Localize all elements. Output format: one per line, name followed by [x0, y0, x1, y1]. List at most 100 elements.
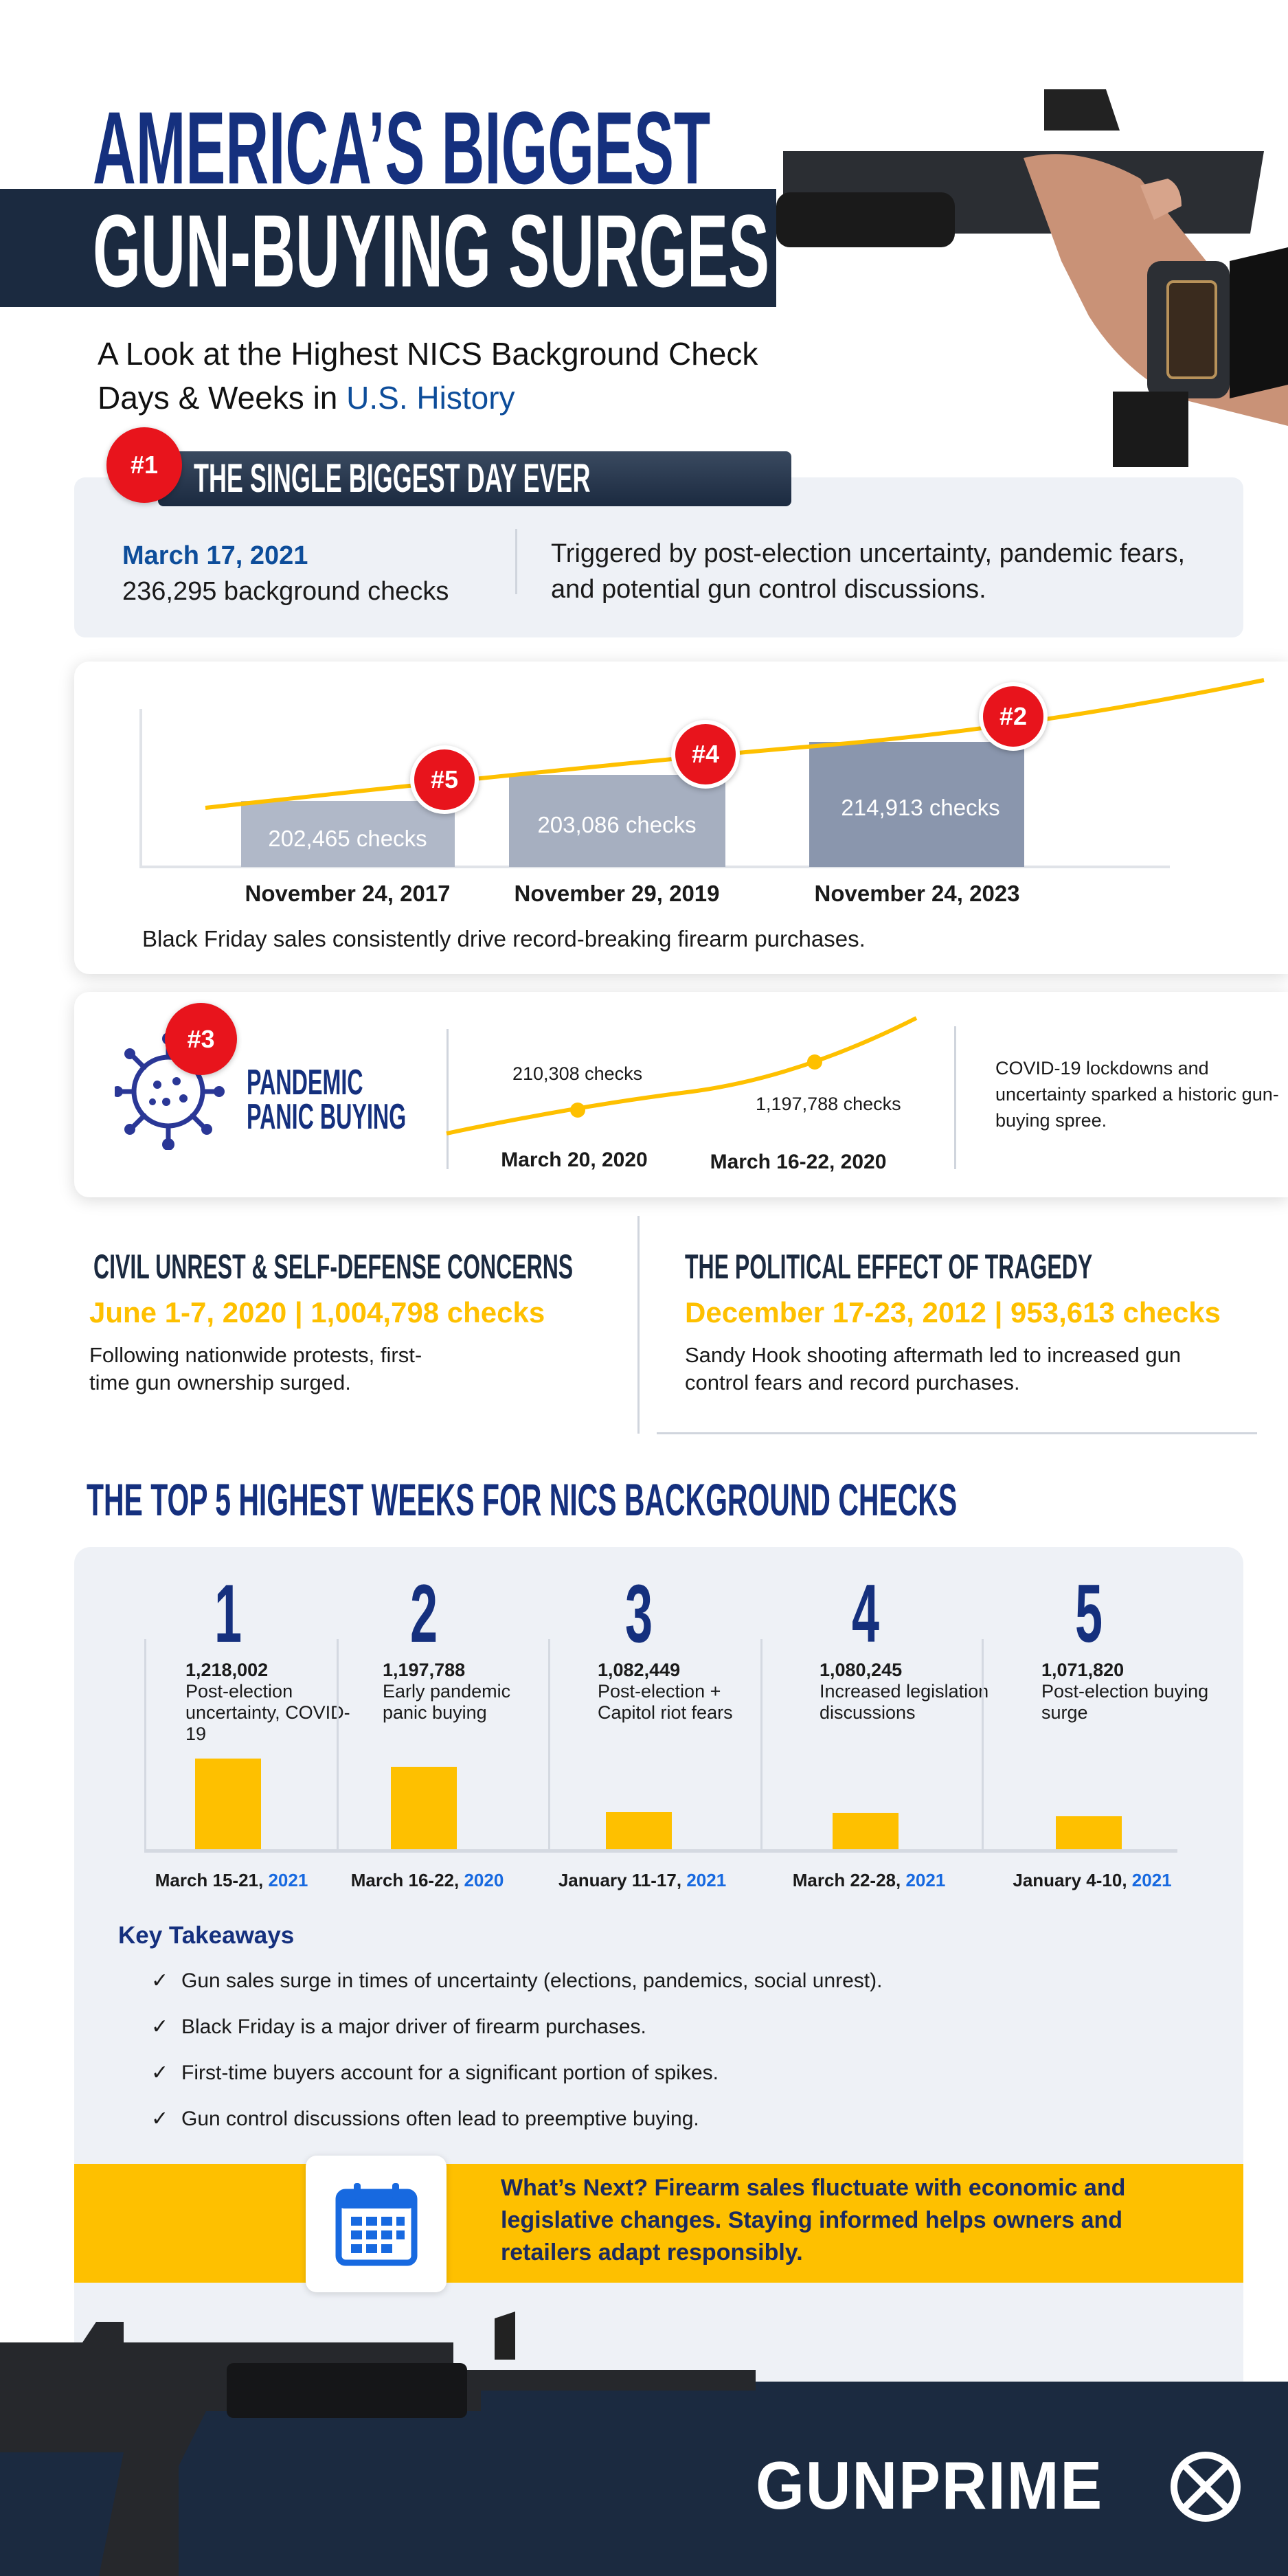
column-divider	[982, 1639, 984, 1851]
whats-next-line3: retailers adapt responsibly.	[501, 2239, 803, 2266]
week-info: 1,082,449 Post-election + Capitol riot fe…	[598, 1660, 769, 1724]
week-date: March 16-22, 2020	[351, 1870, 504, 1891]
rank-badge-4: #4	[671, 720, 740, 789]
divider	[515, 529, 517, 594]
tragedy-stat: December 17-23, 2012 | 953,613 checks	[685, 1296, 1221, 1329]
week-date-text: March 16-22,	[350, 1870, 464, 1890]
civil-unrest-desc2: time gun ownership surged.	[89, 1370, 351, 1394]
week-value: 1,082,449	[598, 1660, 681, 1680]
calendar-icon	[335, 2183, 418, 2266]
check-icon: ✓	[151, 2061, 169, 2084]
rank-number: 1	[214, 1568, 242, 1660]
bar-week-2	[391, 1767, 457, 1851]
subtitle-highlight: U.S. History	[346, 380, 515, 416]
bar-2019	[509, 775, 725, 867]
takeaway-item: ✓ First-time buyers account for a signifi…	[151, 2061, 719, 2085]
week-year: 2021	[905, 1870, 946, 1890]
takeaway-item: ✓ Gun control discussions often lead to p…	[151, 2107, 699, 2131]
takeaway-text: Black Friday is a major driver of firear…	[181, 2015, 646, 2038]
week-date: January 11-17, 2021	[558, 1870, 726, 1891]
week-year: 2021	[1131, 1870, 1172, 1890]
rank-badge-1: #1	[106, 427, 182, 503]
footer-logo: GUNPRIME	[756, 2448, 1104, 2523]
bar-date: November 24, 2023	[814, 881, 1020, 906]
divider	[954, 1026, 956, 1169]
takeaway-item: ✓ Black Friday is a major driver of firea…	[151, 2015, 646, 2039]
week-date: January 4-10, 2021	[1013, 1870, 1171, 1891]
week-date-text: March 15-21,	[155, 1870, 269, 1890]
column-divider	[337, 1639, 339, 1851]
footer	[0, 2382, 1288, 2576]
rifle-image	[0, 2312, 756, 2576]
subtitle-prefix: Days & Weeks in	[98, 380, 347, 416]
top5-title: THE TOP 5 HIGHEST WEEKS FOR NICS BACKGRO…	[87, 1474, 958, 1525]
biggest-day-date: March 17, 2021	[122, 541, 308, 570]
pandemic-description: COVID-19 lockdowns and uncertainty spark…	[995, 1058, 1279, 1131]
bar-2023	[809, 742, 1024, 867]
check-icon: ✓	[151, 2015, 169, 2038]
bar-week-3	[606, 1812, 672, 1851]
week-date: March 15-21, 2021	[155, 1870, 308, 1891]
subtitle-line2: Days & Weeks in U.S. History	[98, 379, 515, 416]
column-divider	[144, 1639, 146, 1851]
biggest-day-checks: 236,295 background checks	[122, 577, 449, 606]
point-march-20	[570, 1103, 585, 1118]
bar-week-5	[1056, 1816, 1122, 1851]
column-divider	[548, 1639, 550, 1851]
whats-next-line2: legislative changes. Staying informed he…	[501, 2207, 1123, 2233]
takeaway-text: Gun sales surge in times of uncertainty …	[181, 1969, 883, 1992]
week-date-text: January 11-17,	[558, 1870, 687, 1890]
whats-next-line1: What’s Next? Firearm sales fluctuate wit…	[501, 2175, 1126, 2201]
bar-date: November 29, 2019	[514, 881, 720, 906]
point1-date: March 20, 2020	[501, 1149, 648, 1171]
title-band	[0, 189, 776, 307]
week-info: 1,071,820 Post-election buying surge	[1041, 1660, 1213, 1724]
pandemic-trend-line	[446, 1016, 918, 1136]
week-value: 1,197,788	[383, 1660, 466, 1680]
week-reason: Post-election buying surge	[1041, 1681, 1209, 1723]
rank-badge-5: #5	[410, 745, 479, 814]
pistol-hand-image	[776, 89, 1288, 467]
rank-number: 3	[624, 1568, 653, 1660]
check-icon: ✓	[151, 2108, 169, 2130]
week-info: 1,218,002 Post-election uncertainty, COVI…	[185, 1660, 357, 1745]
point-march-16-22	[807, 1054, 822, 1070]
takeaway-item: ✓ Gun sales surge in times of uncertainty…	[151, 1969, 882, 1993]
pandemic-title-line2: PANIC BUYING	[247, 1097, 407, 1137]
bar-label: 203,086 checks	[537, 812, 697, 837]
week-date: March 22-28, 2021	[793, 1870, 946, 1891]
bar-week-4	[833, 1813, 899, 1851]
week-reason: Early pandemic panic buying	[383, 1681, 511, 1723]
biggest-day-title: THE SINGLE BIGGEST DAY EVER	[194, 456, 591, 501]
column-divider	[760, 1639, 762, 1851]
biggest-day-description: Triggered by post-election uncertainty, …	[551, 539, 1186, 604]
tragedy-desc2: control fears and record purchases.	[685, 1370, 1020, 1394]
takeaway-text: First-time buyers account for a signific…	[181, 2061, 719, 2084]
takeaways-title: Key Takeaways	[118, 1922, 295, 1949]
week-year: 2020	[464, 1870, 504, 1890]
week-value: 1,080,245	[820, 1660, 903, 1680]
week-year: 2021	[268, 1870, 308, 1890]
whats-next-band	[74, 2164, 1243, 2283]
rank-number: 2	[409, 1568, 438, 1660]
week-value: 1,218,002	[185, 1660, 269, 1680]
bar-date: November 24, 2017	[245, 881, 451, 906]
point1-label: 210,308 checks	[512, 1063, 643, 1084]
week-info: 1,080,245 Increased legislation discussio…	[820, 1660, 991, 1724]
bar-label: 202,465 checks	[268, 826, 427, 851]
week-date-text: January 4-10,	[1013, 1870, 1132, 1890]
week-year: 2021	[686, 1870, 727, 1890]
takeaway-text: Gun control discussions often lead to pr…	[181, 2108, 699, 2130]
rank-number: 5	[1074, 1568, 1103, 1660]
subtitle-line1: A Look at the Highest NICS Background Ch…	[98, 336, 758, 372]
civil-unrest-stat: June 1-7, 2020 | 1,004,798 checks	[89, 1296, 545, 1329]
rank-number: 4	[851, 1568, 880, 1660]
axis-y	[139, 709, 142, 868]
axis-x	[139, 866, 1170, 868]
black-friday-caption: Black Friday sales consistently drive re…	[142, 926, 866, 951]
week-reason: Post-election uncertainty, COVID-19	[185, 1681, 350, 1744]
week-reason: Post-election + Capitol riot fears	[598, 1681, 733, 1723]
divider	[637, 1216, 640, 1434]
tragedy-desc1: Sandy Hook shooting aftermath led to inc…	[685, 1343, 1182, 1367]
divider	[657, 1432, 1257, 1434]
